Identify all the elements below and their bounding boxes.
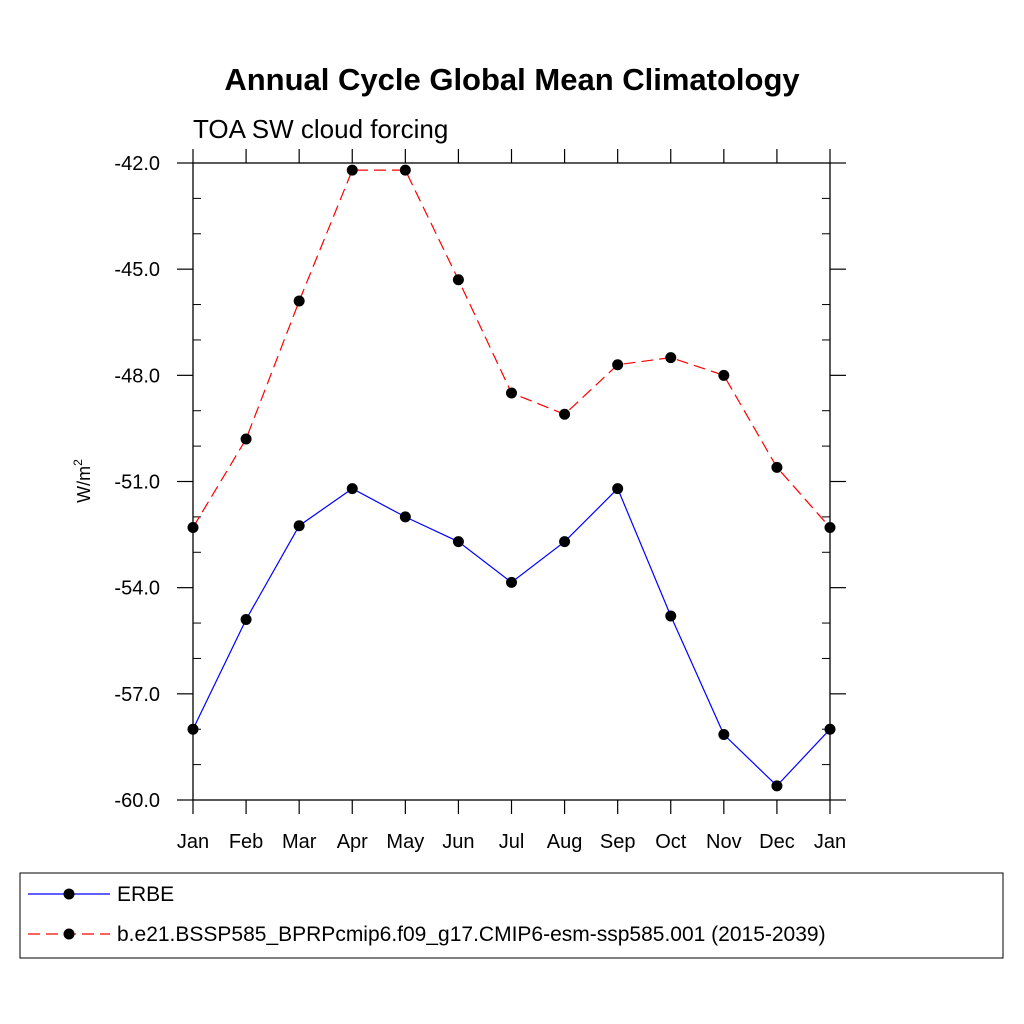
axis-ticks: [177, 149, 846, 814]
chart-title: Annual Cycle Global Mean Climatology: [224, 62, 800, 97]
series-1-point: [771, 780, 783, 792]
svg-text:W/m2: W/m2: [71, 459, 94, 503]
x-tick-label: Jan: [814, 831, 846, 853]
x-tick-label: Apr: [337, 831, 368, 853]
legend-marker-2: [63, 928, 75, 940]
series-2-point: [559, 408, 571, 420]
series-2-point: [771, 461, 783, 473]
series-2-point: [452, 274, 464, 286]
series-layer: [187, 164, 836, 792]
series-2-point: [240, 433, 252, 445]
x-tick-label: Sep: [600, 831, 636, 853]
x-tick-label: Feb: [229, 831, 263, 853]
series-1-point: [399, 511, 411, 523]
series-line-1: [192, 487, 831, 787]
x-tick-label: Dec: [759, 831, 795, 853]
series-2-point: [346, 164, 358, 176]
y-axis-label: W/m2: [71, 459, 94, 503]
y-tick-label: -57.0: [114, 684, 160, 706]
x-tick-label: Nov: [706, 831, 742, 853]
y-tick-label: -45.0: [114, 259, 160, 281]
series-2-point: [665, 352, 677, 364]
series-line-2: [192, 169, 831, 528]
series-2-point: [612, 359, 624, 371]
x-tick-label: Jan: [177, 831, 209, 853]
y-tick-label: -42.0: [114, 153, 160, 175]
x-tick-label: Jul: [499, 831, 525, 853]
series-2-point: [399, 164, 411, 176]
series-1-point: [559, 536, 571, 548]
series-2-point: [824, 522, 836, 534]
series-1-point: [187, 723, 199, 735]
series-1-point: [718, 729, 730, 741]
x-tick-label: Jun: [442, 831, 474, 853]
y-axis-label-superscript: 2: [71, 459, 85, 466]
series-2-point: [506, 387, 517, 399]
legend: ERBE b.e21.BSSP585_BPRPcmip6.f09_g17.CMIP…: [28, 883, 826, 946]
series-1-point: [452, 536, 464, 548]
series-2-point: [718, 369, 730, 381]
series-1-point: [240, 614, 252, 626]
legend-label-2: b.e21.BSSP585_BPRPcmip6.f09_g17.CMIP6-es…: [117, 923, 826, 946]
series-1-point: [665, 610, 677, 622]
x-tick-label: Aug: [547, 831, 583, 853]
y-tick-label: -54.0: [114, 578, 160, 600]
legend-box: [19, 872, 1004, 959]
plot-frame: [192, 162, 831, 801]
y-axis-label-text: W/m: [74, 466, 94, 503]
x-tick-label: Mar: [282, 831, 317, 853]
series-1-point: [293, 520, 305, 532]
series-2-point: [187, 522, 199, 534]
x-tick-label: May: [386, 831, 424, 853]
series-1-point: [612, 483, 624, 495]
legend-marker-1: [63, 888, 75, 900]
x-tick-label: Oct: [655, 831, 687, 853]
y-tick-labels: -60.0 -57.0 -54.0 -51.0 -48.0 -45.0 -42.0: [114, 153, 160, 812]
series-1-point: [506, 576, 517, 588]
x-tick-labels: Jan Feb Mar Apr May Jun Jul Aug Sep Oct Nov Dec Jan: [177, 831, 846, 853]
y-tick-label: -48.0: [114, 365, 160, 387]
series-1-point: [824, 723, 836, 735]
series-1-point: [346, 483, 358, 495]
y-tick-label: -51.0: [114, 472, 160, 494]
y-tick-label: -60.0: [114, 790, 160, 812]
chart-subtitle: TOA SW cloud forcing: [193, 114, 448, 144]
series-2-point: [293, 295, 305, 307]
legend-label-1: ERBE: [117, 883, 174, 906]
